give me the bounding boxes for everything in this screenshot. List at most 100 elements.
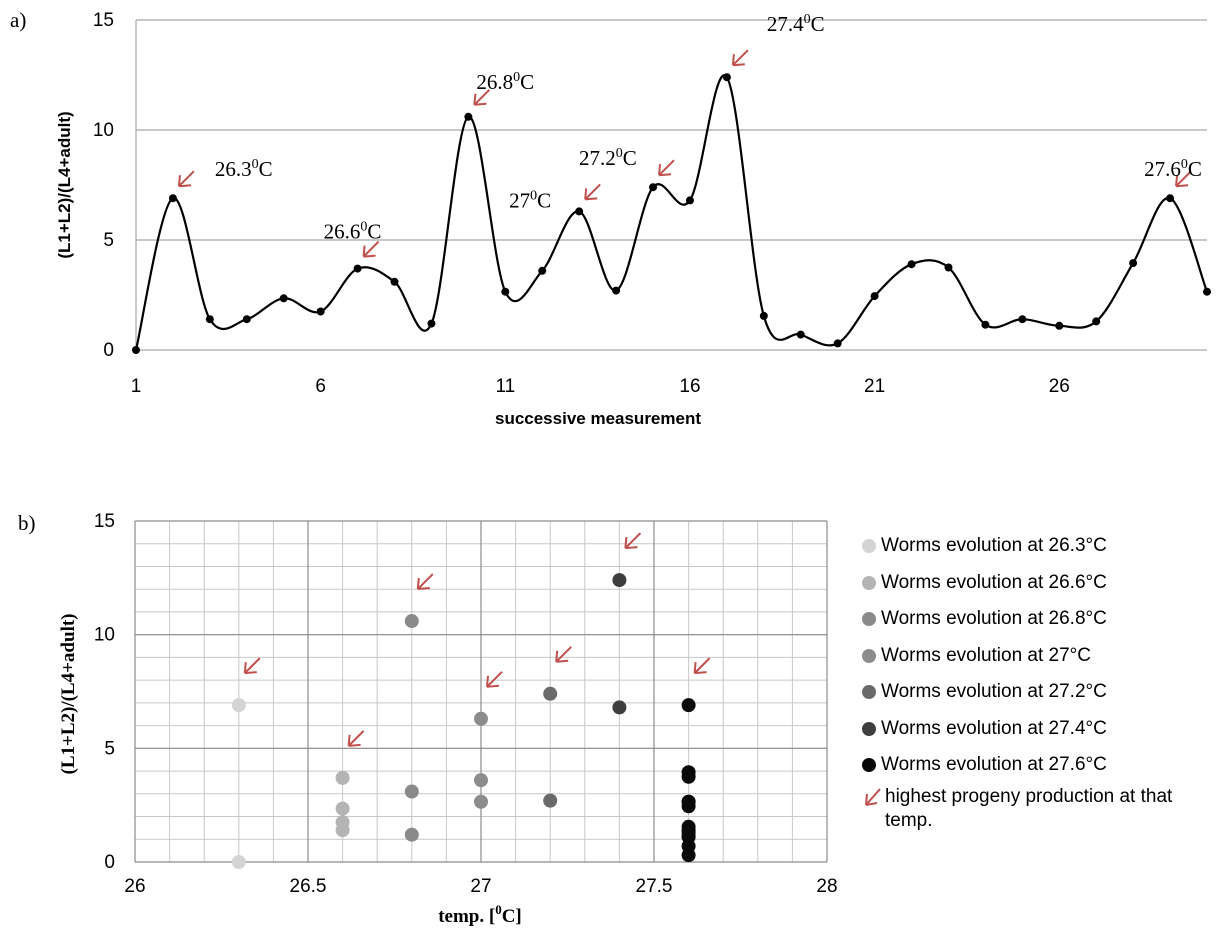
chart-b-point: [231, 698, 246, 713]
chart-a-point: [205, 315, 214, 324]
chart-b-point: [681, 848, 696, 863]
chart-b-x-tick-label: 27.5: [636, 876, 673, 897]
chart-a-highlight-arrow: [362, 240, 380, 258]
chart-a-point: [464, 112, 473, 121]
chart-b-point: [335, 801, 350, 816]
chart-b-highlight-arrow: [555, 646, 572, 663]
legend-item-label: Worms evolution at 27.6°C: [881, 754, 1107, 776]
chart-a-y-ticks: 0 5 10 15: [93, 10, 114, 361]
chart-b-point: [335, 823, 350, 838]
chart-a-point: [833, 339, 842, 348]
legend-marker-icon: [862, 758, 876, 773]
panel-b-label: b): [18, 511, 36, 535]
chart-a-grid: [135, 19, 1207, 351]
chart-a-y-tick-label: 5: [103, 230, 114, 251]
chart-a-point: [427, 319, 436, 328]
chart-a-annotation-label: 27.60C: [1144, 157, 1202, 181]
legend-item: Worms evolution at 27°C: [862, 638, 1212, 675]
chart-a-point: [870, 292, 879, 301]
chart-a-point: [649, 183, 658, 192]
chart-a-xlabel: successive measurement: [495, 409, 701, 428]
chart-a-point: [353, 264, 362, 273]
chart-b-point: [543, 686, 558, 701]
chart-a-x-tick-label: 11: [495, 376, 515, 397]
chart-a-ylabel: (L1+L2)/(L4+adult): [55, 111, 74, 258]
chart-b-legend: Worms evolution at 26.3°C Worms evolution…: [862, 528, 1212, 833]
chart-b-highlight-arrow: [347, 730, 365, 747]
chart-a-point: [501, 287, 510, 296]
chart-a-point: [1203, 287, 1211, 296]
chart-a-point: [722, 73, 731, 82]
chart-a-point: [168, 194, 177, 203]
chart-a-point: [1018, 315, 1027, 324]
legend-item: Worms evolution at 27.2°C: [862, 674, 1212, 711]
chart-a-y-tick-label: 0: [103, 340, 114, 361]
chart-b-point: [404, 827, 419, 842]
chart-b-point: [404, 784, 419, 799]
chart-a-annotation-label: 27.20C: [579, 146, 637, 170]
legend-item-label: Worms evolution at 27.2°C: [881, 681, 1107, 703]
chart-b-grid: [134, 520, 828, 863]
chart-b-point: [681, 698, 696, 713]
legend-item-label: Worms evolution at 26.6°C: [881, 571, 1107, 593]
legend-item-label: Worms evolution at 27°C: [881, 644, 1092, 666]
chart-b-highlight-arrow: [693, 657, 711, 675]
legend-note: highest progeny production at that temp.: [862, 785, 1212, 833]
chart-a-annotation-label: 270C: [509, 188, 551, 212]
chart-a-point: [907, 260, 916, 269]
chart-b-xlabel: temp. [0C]: [438, 902, 522, 927]
chart-b-x-ticks: 26 26.5 27 27.5 28: [124, 876, 837, 897]
chart-a-x-tick-label: 26: [1049, 376, 1070, 397]
chart-b-point: [543, 793, 558, 808]
chart-b-y-tick-label: 5: [104, 738, 115, 759]
chart-a-point: [612, 286, 621, 295]
chart-b-point: [474, 794, 488, 809]
chart-a-highlight-arrow: [1175, 170, 1192, 188]
panel-a-label: a): [10, 8, 26, 32]
legend-note-text: highest progeny production at that temp.: [885, 785, 1173, 831]
chart-a-x-tick-label: 1: [131, 376, 142, 397]
legend-marker-icon: [862, 575, 876, 590]
chart-a-point: [242, 315, 251, 324]
legend-item: Worms evolution at 27.4°C: [862, 711, 1212, 748]
chart-a-point: [575, 207, 584, 216]
chart-b-point: [681, 769, 696, 784]
legend-item-label: Worms evolution at 27.4°C: [881, 717, 1107, 739]
chart-a-point: [796, 330, 805, 339]
chart-b-highlight-arrow: [416, 573, 434, 591]
chart-b-point: [474, 773, 488, 788]
chart-b-y-tick-label: 0: [104, 852, 115, 873]
chart-a-highlight-arrow: [473, 89, 491, 106]
arrow-icon: [865, 787, 881, 806]
chart-a-highlight-arrow: [177, 170, 195, 188]
chart-a-point: [1092, 317, 1101, 326]
chart-a-point: [685, 196, 694, 205]
chart-a-point: [538, 266, 547, 275]
chart-a-annotation-label: 26.30C: [215, 157, 273, 181]
legend-marker-icon: [862, 721, 876, 736]
legend-marker-icon: [862, 648, 876, 663]
chart-a-x-tick-label: 21: [864, 376, 885, 397]
chart-a-y-tick-label: 15: [93, 10, 114, 31]
chart-b-highlight-arrow: [624, 532, 642, 550]
chart-b-point: [612, 573, 627, 588]
chart-a-point: [132, 346, 140, 354]
legend-item: Worms evolution at 26.8°C: [862, 601, 1212, 638]
legend-item: Worms evolution at 27.6°C: [862, 747, 1212, 784]
chart-b-highlight-arrows: [243, 532, 711, 747]
legend-item-label: Worms evolution at 26.8°C: [881, 608, 1107, 630]
chart-a-highlight-arrow: [731, 49, 749, 67]
chart-a-annotation-label: 27.40C: [767, 12, 825, 36]
chart-a-points: [132, 73, 1211, 354]
chart-b-y-tick-label: 10: [94, 625, 115, 646]
chart-a-annotations: 26.30C 26.60C 26.80C 270C 27.20C 27.40C 27.60C: [177, 12, 1202, 258]
chart-b-point: [335, 770, 350, 785]
chart-a-point: [1129, 259, 1138, 268]
chart-b-y-tick-label: 15: [94, 511, 115, 532]
chart-b-x-tick-label: 28: [816, 876, 837, 897]
chart-a-point: [1166, 194, 1175, 203]
legend-marker-icon: [862, 612, 876, 627]
legend-item: Worms evolution at 26.3°C: [862, 528, 1212, 565]
chart-b-point: [681, 794, 696, 809]
